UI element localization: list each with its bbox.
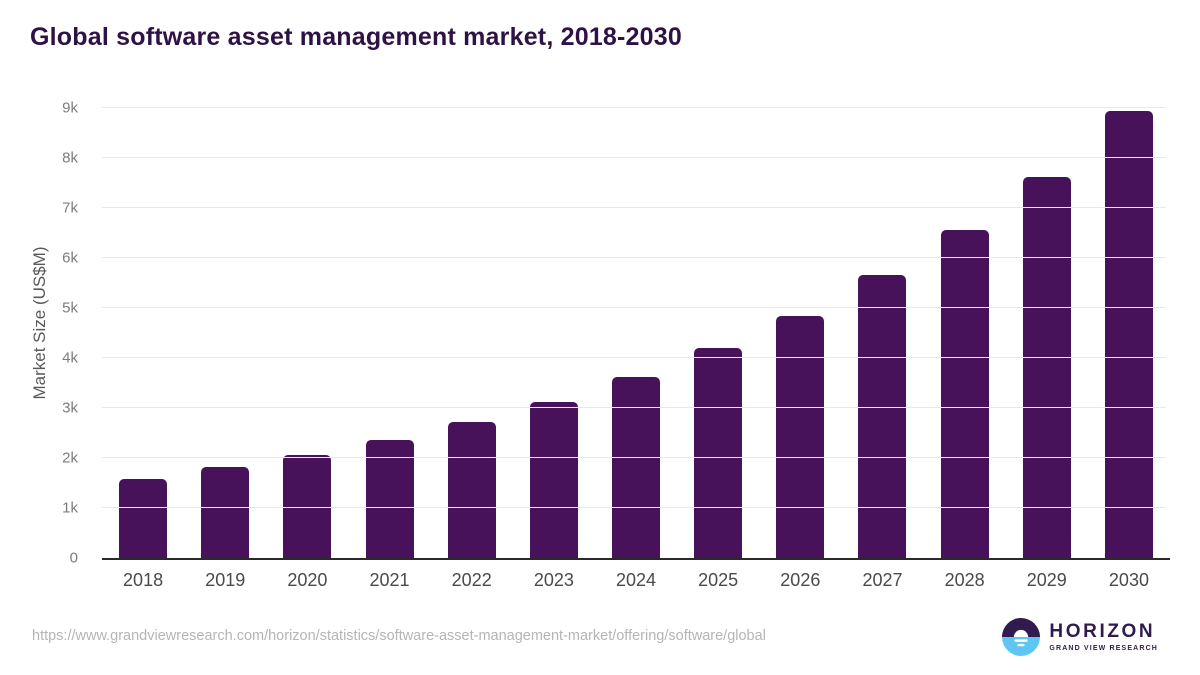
bar-slot-2020 [266,455,348,558]
x-axis-tick-labels: 2018 2019 2020 2021 2022 2023 2024 2025 2026 2027… [102,570,1170,591]
gridline-3k [102,407,1166,408]
y-tick-4k: 4k [62,349,78,367]
y-tick-0: 0 [69,549,78,567]
bar-2020 [283,455,332,558]
x-tick-2024: 2024 [615,570,657,590]
bar-2029 [1022,176,1071,558]
x-tick-2020: 2020 [287,570,328,590]
bar-2027 [858,275,907,558]
bar-slot-2027 [841,275,923,558]
logo-title: HORIZON [1049,621,1156,643]
y-tick-5k: 5k [62,299,78,317]
x-tick-2021: 2021 [369,570,410,590]
bar-slot-2029 [1006,176,1088,558]
bar-slot-2025 [677,348,759,558]
x-tick-2023: 2023 [533,570,574,590]
y-axis-tick-labels: 0 1k 2k 3k 4k 5k 6k 7k 8k 9k [0,101,80,566]
bar-2019 [201,467,250,558]
x-tick-2026: 2026 [780,570,821,590]
x-tick-2029: 2029 [1026,570,1067,590]
y-tick-2k: 2k [62,449,78,467]
gridline-4k [102,357,1166,358]
bar-slot-2026 [759,315,841,558]
bar-slot-2028 [924,230,1006,558]
bar-slot-2018 [102,478,184,558]
bar-slot-2023 [513,401,595,558]
bar-slot-2019 [184,467,266,558]
y-tick-8k: 8k [62,149,78,167]
x-tick-2030: 2030 [1108,570,1149,590]
bar-2028 [940,230,989,558]
x-tick-2025: 2025 [698,570,739,590]
bar-slot-2022 [431,422,513,558]
bar-series [102,108,1170,558]
bar-2018 [119,478,168,558]
y-tick-7k: 7k [62,199,78,217]
bar-2025 [694,348,743,558]
logo-text: HORIZON GRAND VIEW RESEARCH [1049,621,1158,652]
x-tick-2019: 2019 [205,570,246,590]
gridline-9k [102,107,1166,108]
y-tick-6k: 6k [62,249,78,267]
gridline-5k [102,307,1166,308]
bar-2021 [365,440,414,558]
bar-slot-2024 [595,377,677,558]
gridline-6k [102,257,1166,258]
source-url: https://www.grandviewresearch.com/horizo… [32,628,766,644]
x-tick-2018: 2018 [123,570,164,590]
horizon-sunrise-icon [1002,618,1041,656]
gridline-8k [102,157,1166,158]
bar-2024 [612,377,661,558]
plot-area [102,107,1170,560]
x-tick-2027: 2027 [862,570,903,590]
y-tick-3k: 3k [62,399,78,417]
bar-2026 [776,315,825,558]
bar-2022 [447,422,496,558]
y-tick-1k: 1k [62,499,78,517]
bar-slot-2021 [348,440,430,558]
bar-2023 [529,401,578,558]
gridline-2k [102,457,1166,458]
y-tick-9k: 9k [62,99,78,117]
gridline-7k [102,207,1166,208]
x-tick-2022: 2022 [451,570,492,590]
gridline-1k [102,507,1166,508]
bar-2030 [1104,111,1153,558]
chart-title: Global software asset management market,… [30,23,682,51]
bar-slot-2030 [1088,111,1170,558]
horizon-logo: HORIZON GRAND VIEW RESEARCH [1002,618,1158,656]
logo-subtitle: GRAND VIEW RESEARCH [1049,644,1158,652]
x-tick-2028: 2028 [944,570,985,590]
